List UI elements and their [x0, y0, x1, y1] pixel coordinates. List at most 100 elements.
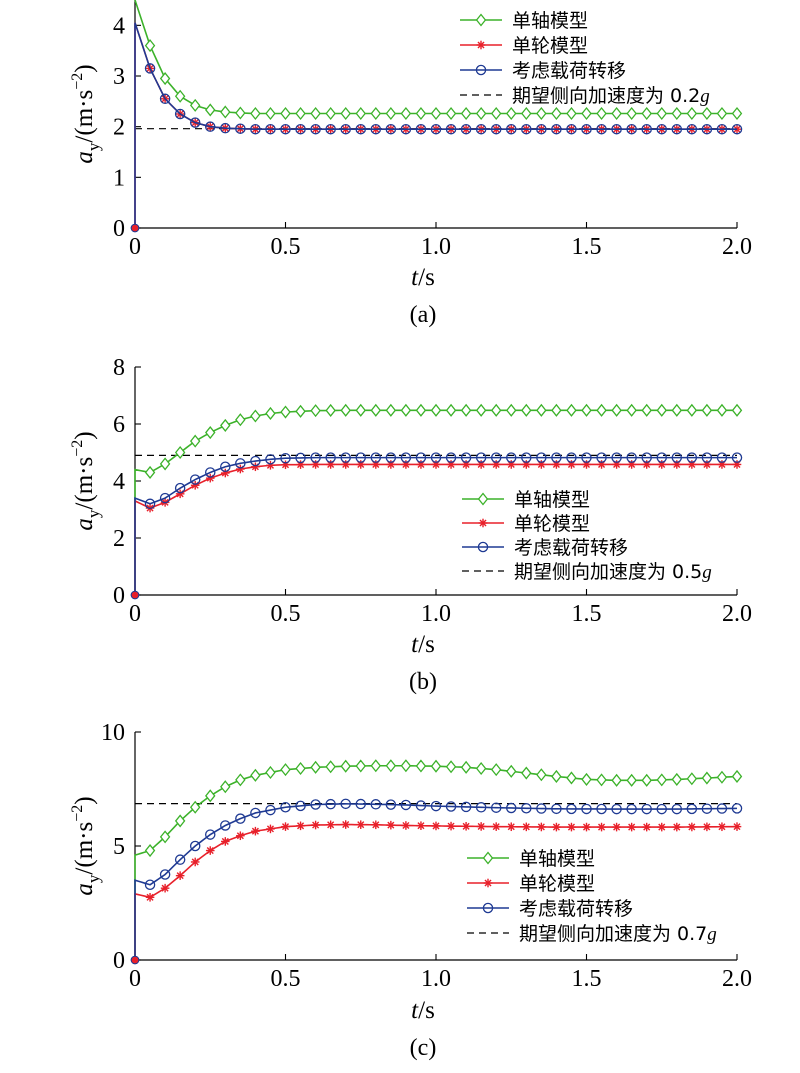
data-point: [671, 452, 683, 463]
data-point: [475, 802, 487, 813]
data-point: [506, 403, 517, 417]
data-point: [656, 106, 667, 121]
data-point: [460, 403, 472, 417]
legend-marker: [482, 902, 494, 914]
legend-label: 单轴模型: [519, 848, 595, 870]
data-point: [371, 820, 381, 830]
data-point: [250, 807, 261, 819]
data-point: [641, 123, 652, 135]
data-point: [280, 123, 291, 135]
x-tick-label: 0: [129, 966, 141, 992]
data-point: [295, 404, 306, 418]
data-point: [446, 821, 456, 831]
data-point: [400, 799, 412, 811]
data-point: [205, 846, 215, 855]
data-point: [400, 759, 412, 773]
data-point: [475, 452, 487, 463]
data-point: [385, 759, 397, 773]
data-point: [295, 123, 306, 135]
data-point: [281, 822, 290, 831]
data-point: [731, 769, 743, 784]
data-point: [490, 403, 502, 417]
legend-label: 考虑载荷转移: [514, 537, 628, 559]
data-point: [626, 106, 637, 121]
chart-panel-c: 0 0.5 1.0 1.5 2.0 0 5 10 单轴模型单轮模型考虑载荷转移期望侧向加速度为 …: [69, 720, 752, 1061]
data-point: [537, 822, 546, 832]
data-point: [731, 403, 743, 417]
legend-marker: [476, 40, 486, 50]
data-point: [355, 452, 366, 463]
data-point: [641, 452, 652, 463]
data-point: [596, 803, 607, 815]
data-point: [415, 403, 427, 417]
data-point: [430, 452, 442, 463]
panel-caption: (a): [410, 302, 437, 328]
data-point: [536, 123, 547, 135]
y-axis-label: ay/(m·s−2): [69, 431, 103, 530]
data-point: [505, 123, 517, 135]
data-point: [174, 854, 186, 865]
legend-item-single_axle: 单轴模型: [460, 10, 588, 32]
data-point: [686, 772, 698, 786]
data-point: [596, 452, 607, 463]
chart-panel-a: 0 0.5 1.0 1.5 2.0 0 1 2 3 4 单轴模型单轮模型考虑载荷转移期望侧向加速度为…: [69, 0, 752, 328]
data-point: [189, 98, 201, 112]
data-point: [159, 830, 171, 844]
data-point: [310, 106, 321, 121]
data-point: [355, 759, 366, 773]
data-point: [626, 403, 637, 417]
data-point: [657, 822, 667, 832]
data-point: [370, 123, 382, 135]
data-point: [475, 761, 487, 776]
data-point: [445, 123, 457, 135]
data-point: [221, 837, 230, 846]
data-point: [341, 820, 350, 829]
legend-item-load_transfer: 考虑载荷转移: [460, 60, 626, 82]
data-point: [430, 106, 442, 121]
data-point: [702, 822, 712, 832]
data-point: [280, 801, 291, 813]
data-point: [296, 821, 305, 831]
y-tick-label: 1: [113, 165, 125, 191]
data-point: [204, 467, 216, 478]
data-point: [430, 403, 442, 417]
data-point: [310, 123, 321, 135]
x-tick-label: 2.0: [722, 234, 752, 260]
data-point: [235, 773, 246, 787]
data-point: [596, 123, 607, 135]
data-point: [310, 760, 321, 774]
data-point: [701, 771, 713, 785]
data-point: [506, 764, 517, 778]
legend-item-single_wheel: 单轮模型: [460, 35, 588, 57]
data-point: [416, 821, 426, 831]
data-point: [250, 768, 261, 782]
series-load_transfer: [130, 798, 743, 965]
data-point: [687, 822, 697, 832]
data-point: [400, 452, 412, 463]
data-point: [370, 106, 382, 121]
data-point: [159, 869, 171, 880]
data-point: [175, 871, 185, 880]
series-single_axle: [134, 403, 743, 595]
data-point: [490, 452, 502, 463]
data-point: [445, 452, 457, 463]
data-point: [732, 822, 742, 831]
data-point: [144, 844, 156, 858]
data-point: [626, 123, 637, 135]
data-point: [356, 820, 366, 829]
data-point: [355, 798, 366, 810]
data-point: [325, 798, 336, 810]
data-point: [220, 418, 231, 432]
data-point: [144, 39, 156, 53]
data-point: [626, 452, 637, 463]
legend-item-load_transfer: 考虑载荷转移: [467, 898, 633, 920]
x-tick-label: 0.5: [271, 234, 301, 260]
data-point: [220, 780, 231, 794]
data-point: [566, 403, 577, 417]
origin-point: [130, 590, 140, 600]
data-point: [189, 840, 201, 852]
data-point: [235, 413, 246, 427]
data-point: [596, 403, 607, 417]
data-point: [476, 822, 486, 831]
